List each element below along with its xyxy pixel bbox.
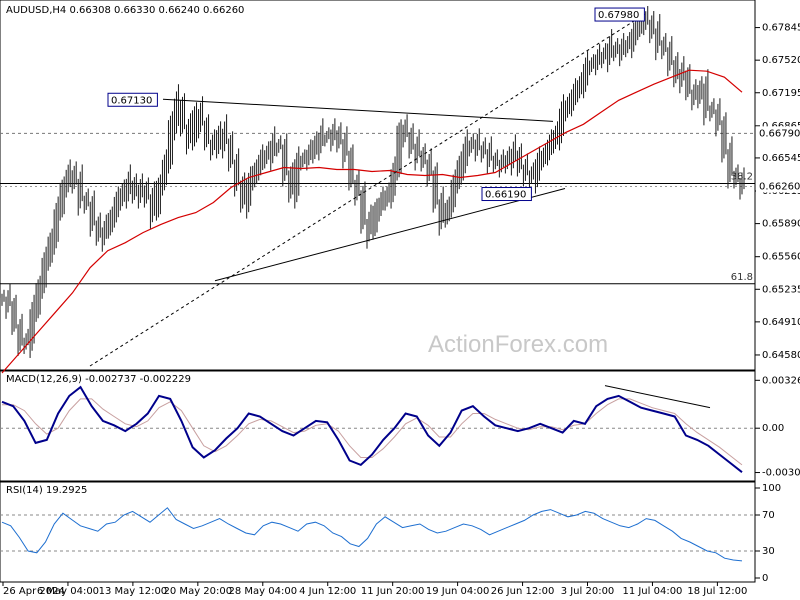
price-tick-label: 0.64910 xyxy=(762,317,800,328)
level-axis-label: 0.66790 xyxy=(759,128,800,139)
rsi-tick-label: 70 xyxy=(762,510,775,521)
rsi-line xyxy=(1,507,743,562)
current-price-axis-label: 0.66260 xyxy=(759,182,800,193)
x-tick-label: 26 Jun 12:00 xyxy=(491,586,555,597)
macd-tick-label: 0.003266 xyxy=(762,375,800,386)
rsi-title: RSI(14) 19.2925 xyxy=(6,485,87,496)
x-tick-label: 13 May 12:00 xyxy=(99,586,168,597)
macd-signal-line xyxy=(2,398,743,466)
triangle-low-label-box xyxy=(481,187,532,202)
triangle-low-label: 0.66190 xyxy=(485,190,526,201)
macd-panel-frame xyxy=(0,370,756,482)
price-tick-label: 0.66545 xyxy=(762,153,800,164)
fib-38-label: 38.2 xyxy=(731,171,753,182)
rsi-panel-frame xyxy=(0,481,756,583)
price-tick-label: 0.65560 xyxy=(762,252,800,263)
triangle-upper-trendline xyxy=(162,98,554,122)
x-tick-label: 11 Jul 04:00 xyxy=(622,586,682,597)
price-layer: 0.67980 0.67130 0.66190 38.2 61.8 xyxy=(0,6,755,374)
price-tick-label: 0.67520 xyxy=(762,55,800,66)
price-tick-label: 0.65235 xyxy=(762,284,800,295)
price-tick-label: 0.64580 xyxy=(762,350,800,361)
macd-tick-label: -0.003023 xyxy=(762,468,800,479)
price-panel-frame xyxy=(0,0,756,371)
price-tick-label: 0.66865 xyxy=(762,121,800,132)
price-axis: 0.67845 0.67520 0.67195 0.66865 0.66545 0.662… xyxy=(755,23,800,361)
x-tick-label: 11 Jun 20:00 xyxy=(361,586,425,597)
moving-average-line xyxy=(1,69,743,374)
rsi-tick-label: 0 xyxy=(762,573,768,584)
price-tick-label: 0.65890 xyxy=(762,219,800,230)
x-tick-label: 19 Jun 04:00 xyxy=(426,586,490,597)
x-tick-label: 4 Jun 12:00 xyxy=(299,586,356,597)
triangle-high-label: 0.67130 xyxy=(111,95,152,106)
x-tick-label: 20 May 20:00 xyxy=(164,586,233,597)
x-tick-label: 26 Apr 2024 xyxy=(3,586,65,597)
price-tick-label: 0.67845 xyxy=(762,23,800,34)
x-tick-label: 3 Jul 20:00 xyxy=(561,586,615,597)
level-axis-label-tag xyxy=(756,126,800,140)
macd-axis: 0.003266 0.00 -0.003023 xyxy=(755,375,800,479)
triangle-lower-trendline xyxy=(214,188,566,282)
high-price-label-box xyxy=(594,7,645,22)
x-tick-label: 6 May 04:00 xyxy=(37,586,99,597)
instrument-header: AUDUSD,H4 0.66308 0.66330 0.66240 0.6626… xyxy=(6,5,244,16)
rsi-tick-label: 100 xyxy=(762,483,781,494)
fib-61-label: 61.8 xyxy=(731,272,753,283)
triangle-high-label-box xyxy=(107,92,158,107)
high-price-label: 0.67980 xyxy=(598,10,639,21)
macd-tick-label: 0.00 xyxy=(762,423,784,434)
rsi-layer xyxy=(0,507,755,562)
macd-title: MACD(12,26,9) -0.002737 -0.002229 xyxy=(6,374,191,385)
rsi-tick-label: 30 xyxy=(762,546,775,557)
watermark: ActionForex.com xyxy=(428,331,608,358)
rsi-axis: 100 70 30 0 xyxy=(755,483,781,584)
x-tick-label: 28 May 04:00 xyxy=(228,586,297,597)
current-price-axis-label-tag xyxy=(756,179,800,193)
macd-line xyxy=(1,385,743,473)
channel-dashed-trendline xyxy=(89,13,646,367)
macd-divergence-line xyxy=(604,385,711,409)
price-tick-label: 0.67195 xyxy=(762,88,800,99)
macd-layer xyxy=(0,385,755,473)
x-tick-label: 18 Jul 12:00 xyxy=(687,586,747,597)
